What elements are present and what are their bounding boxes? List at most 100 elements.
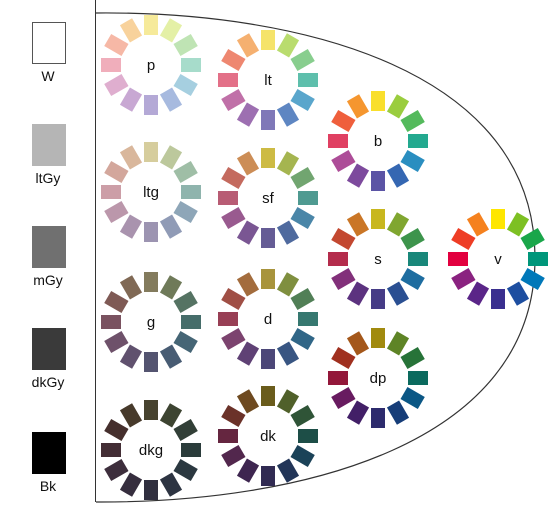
hue-swatch <box>173 290 198 314</box>
hue-swatch <box>173 73 198 97</box>
hue-swatch <box>328 134 348 148</box>
hue-swatch <box>218 73 238 87</box>
hue-swatch <box>173 160 198 184</box>
hue-swatch <box>119 275 143 300</box>
hue-swatch <box>451 227 476 251</box>
hue-swatch <box>261 466 275 486</box>
hue-swatch <box>331 149 356 173</box>
hue-swatch <box>520 267 545 291</box>
hue-swatch <box>119 472 143 497</box>
hue-swatch <box>261 148 275 168</box>
tone-label-sf: sf <box>262 190 275 207</box>
hue-swatch <box>346 400 370 425</box>
hue-swatch <box>491 209 505 229</box>
tone-wheel-dk: dk <box>218 386 318 486</box>
hue-swatch <box>119 145 143 170</box>
hue-swatch <box>236 389 260 414</box>
tone-wheel-p: p <box>101 15 201 115</box>
hue-swatch <box>290 444 315 468</box>
gray-swatch-white <box>32 22 66 64</box>
hue-swatch <box>346 331 370 356</box>
hue-swatch <box>276 389 300 414</box>
hue-swatch <box>144 352 158 372</box>
hue-swatch <box>328 252 348 266</box>
hue-swatch <box>221 48 246 72</box>
hue-swatch <box>173 458 198 482</box>
hue-swatch <box>104 160 129 184</box>
hue-swatch <box>173 418 198 442</box>
hue-swatch <box>101 185 121 199</box>
hue-swatch <box>221 327 246 351</box>
hue-swatch <box>236 151 260 176</box>
hue-swatch <box>159 275 183 300</box>
hue-swatch <box>159 472 183 497</box>
hue-swatch <box>159 18 183 43</box>
hue-swatch <box>276 33 300 58</box>
hue-swatch <box>400 267 425 291</box>
tone-label-s: s <box>374 251 382 268</box>
hue-swatch <box>173 200 198 224</box>
hue-swatch <box>371 209 385 229</box>
hue-swatch <box>104 458 129 482</box>
hue-swatch <box>181 443 201 457</box>
hue-swatch <box>528 252 548 266</box>
hue-swatch <box>119 87 143 112</box>
hue-swatch <box>386 163 410 188</box>
hue-swatch <box>218 312 238 326</box>
hue-swatch <box>144 222 158 242</box>
hue-swatch <box>466 212 490 237</box>
hue-swatch <box>290 327 315 351</box>
hue-swatch <box>276 458 300 483</box>
hue-swatch <box>221 88 246 112</box>
hue-swatch <box>386 212 410 237</box>
hue-swatch <box>101 443 121 457</box>
achromatic-panel: W ltGy mGy dkGy Bk <box>0 0 96 502</box>
hue-swatch <box>173 33 198 57</box>
hue-swatch <box>101 58 121 72</box>
gray-swatch-medium-gray <box>32 226 66 268</box>
hue-swatch <box>400 346 425 370</box>
hue-swatch <box>400 149 425 173</box>
hue-swatch <box>218 429 238 443</box>
gray-swatch-light-gray <box>32 124 66 166</box>
hue-swatch <box>221 444 246 468</box>
hue-swatch <box>119 214 143 239</box>
tone-label-dk: dk <box>260 428 276 445</box>
hue-swatch <box>506 281 530 306</box>
hue-swatch <box>491 289 505 309</box>
tone-wheel-lt: lt <box>218 30 318 130</box>
gray-label-light-gray: ltGy <box>35 170 61 186</box>
hue-swatch <box>331 346 356 370</box>
hue-swatch <box>144 272 158 292</box>
hue-swatch <box>236 102 260 127</box>
tone-label-d: d <box>264 311 272 328</box>
hue-swatch <box>159 214 183 239</box>
tone-wheel-g: g <box>101 272 201 372</box>
hue-swatch <box>371 171 385 191</box>
hue-swatch <box>221 206 246 230</box>
hue-swatch <box>104 200 129 224</box>
hue-swatch <box>159 87 183 112</box>
hue-swatch <box>298 73 318 87</box>
hue-swatch <box>261 30 275 50</box>
hue-swatch <box>371 328 385 348</box>
tone-wheel-v: v <box>448 209 548 309</box>
hue-swatch <box>400 227 425 251</box>
hue-swatch <box>221 287 246 311</box>
hue-swatch <box>346 281 370 306</box>
hue-swatch <box>331 386 356 410</box>
hue-swatch <box>221 404 246 428</box>
hue-swatch <box>159 145 183 170</box>
hue-swatch <box>276 341 300 366</box>
hue-swatch <box>144 400 158 420</box>
hue-swatch <box>104 73 129 97</box>
gray-label-black: Bk <box>39 478 57 494</box>
hue-swatch <box>101 315 121 329</box>
hue-swatch <box>400 386 425 410</box>
hue-swatch <box>119 18 143 43</box>
hue-swatch <box>386 400 410 425</box>
hue-swatch <box>181 185 201 199</box>
hue-swatch <box>104 290 129 314</box>
tone-wheel-s: s <box>328 209 428 309</box>
